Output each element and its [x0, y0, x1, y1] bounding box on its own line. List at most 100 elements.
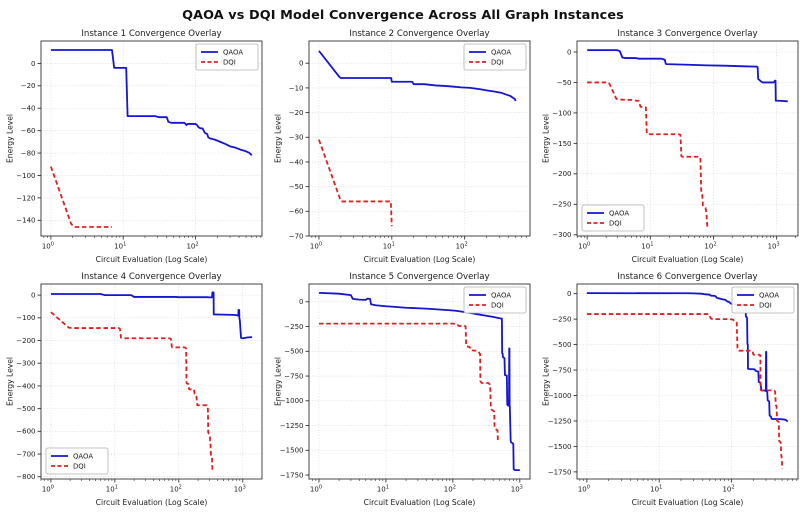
svg-text:−600: −600	[16, 428, 35, 436]
svg-text:−750: −750	[284, 372, 303, 380]
instance-5-subplot: 0 −250 −500 −750 −1000 −1250 −1500 −1750 100 101 1…	[272, 270, 534, 511]
svg-text:Instance 1 Convergence Overlay: Instance 1 Convergence Overlay	[81, 29, 221, 39]
instance-6-subplot: 0 −250 −500 −750 −1000 −1250 −1500 −1750 100 101 1…	[540, 270, 802, 511]
svg-text:−30: −30	[289, 134, 304, 142]
svg-text:DQI: DQI	[759, 301, 772, 309]
svg-text:−100: −100	[16, 314, 35, 322]
instance-5-plot: 0 −250 −500 −750 −1000 −1250 −1500 −1750 100 101 1…	[272, 270, 534, 511]
svg-text:−200: −200	[16, 337, 35, 345]
svg-text:102: 102	[722, 485, 734, 494]
svg-text:−300: −300	[16, 360, 35, 368]
svg-text:Energy Level: Energy Level	[542, 357, 551, 406]
svg-text:Instance 6 Convergence Overlay: Instance 6 Convergence Overlay	[617, 272, 757, 282]
svg-text:−500: −500	[284, 348, 303, 356]
svg-text:DQI: DQI	[73, 462, 86, 470]
svg-text:−140: −140	[16, 217, 35, 225]
instance-6-plot: 0 −250 −500 −750 −1000 −1250 −1500 −1750 100 101 1…	[540, 270, 802, 511]
svg-text:QAOA: QAOA	[609, 209, 629, 217]
svg-text:0: 0	[567, 290, 571, 298]
svg-text:102: 102	[170, 485, 182, 494]
svg-text:Instance 4 Convergence Overlay: Instance 4 Convergence Overlay	[81, 272, 221, 282]
svg-text:QAOA: QAOA	[759, 291, 779, 299]
instance-2-plot: 0 −10 −20 −30 −40 −50 −60 −70 100 101 102 Instance …	[272, 27, 534, 268]
svg-text:−100: −100	[552, 109, 571, 117]
svg-text:−250: −250	[552, 316, 571, 324]
svg-text:−800: −800	[16, 473, 35, 481]
svg-text:0: 0	[567, 48, 571, 56]
svg-text:103: 103	[234, 485, 246, 494]
svg-text:−50: −50	[557, 79, 572, 87]
svg-text:−120: −120	[16, 194, 35, 202]
svg-text:−50: −50	[289, 183, 304, 191]
figure-title: QAOA vs DQI Model Convergence Across All…	[182, 8, 624, 23]
svg-text:Instance 2 Convergence Overlay: Instance 2 Convergence Overlay	[349, 29, 489, 39]
svg-text:101: 101	[650, 485, 662, 494]
svg-text:−80: −80	[21, 149, 36, 157]
svg-text:−1500: −1500	[548, 443, 572, 451]
svg-text:QAOA: QAOA	[223, 48, 243, 56]
svg-text:−40: −40	[21, 105, 36, 113]
svg-text:103: 103	[511, 485, 523, 494]
instance-3-plot: 0 −50 −100 −150 −200 −250 −300 100 101 102 103 Inst…	[540, 27, 802, 268]
svg-text:100: 100	[310, 242, 322, 251]
svg-text:−70: −70	[289, 232, 304, 240]
svg-text:−1750: −1750	[548, 468, 572, 476]
svg-text:−1250: −1250	[280, 422, 304, 430]
svg-text:−700: −700	[16, 450, 35, 458]
svg-text:102: 102	[186, 242, 198, 251]
svg-text:−200: −200	[552, 170, 571, 178]
svg-text:Circuit Evaluation (Log Scale): Circuit Evaluation (Log Scale)	[632, 255, 744, 264]
svg-text:−40: −40	[289, 158, 304, 166]
svg-text:100: 100	[578, 242, 590, 251]
svg-text:QAOA: QAOA	[491, 291, 511, 299]
svg-text:−750: −750	[552, 366, 571, 374]
instance-3-subplot: 0 −50 −100 −150 −200 −250 −300 100 101 102 103 Inst…	[540, 27, 802, 268]
svg-text:−1000: −1000	[280, 397, 304, 405]
svg-text:Circuit Evaluation (Log Scale): Circuit Evaluation (Log Scale)	[364, 255, 476, 264]
svg-text:100: 100	[42, 242, 54, 251]
svg-text:102: 102	[444, 485, 456, 494]
svg-text:Circuit Evaluation (Log Scale): Circuit Evaluation (Log Scale)	[96, 498, 208, 507]
svg-text:Energy Level: Energy Level	[274, 357, 283, 406]
svg-text:−10: −10	[289, 84, 304, 92]
instance-1-subplot: 0 −20 −40 −60 −80 −100 −120 −140 100 101 102 Instan…	[4, 27, 266, 268]
svg-text:−400: −400	[16, 382, 35, 390]
svg-text:−500: −500	[552, 341, 571, 349]
svg-text:Instance 5 Convergence Overlay: Instance 5 Convergence Overlay	[349, 272, 489, 282]
svg-text:100: 100	[578, 485, 590, 494]
svg-text:QAOA: QAOA	[491, 48, 511, 56]
svg-text:−1000: −1000	[548, 392, 572, 400]
svg-text:0: 0	[299, 298, 303, 306]
svg-text:Instance 3 Convergence Overlay: Instance 3 Convergence Overlay	[617, 29, 757, 39]
svg-text:0: 0	[31, 292, 35, 300]
svg-text:−60: −60	[289, 208, 304, 216]
svg-text:Circuit Evaluation (Log Scale): Circuit Evaluation (Log Scale)	[632, 498, 744, 507]
svg-text:Energy Level: Energy Level	[542, 114, 551, 163]
svg-text:−250: −250	[552, 201, 571, 209]
svg-text:−1750: −1750	[280, 471, 304, 479]
svg-text:−250: −250	[284, 323, 303, 331]
svg-text:Energy Level: Energy Level	[6, 114, 15, 163]
svg-text:−1500: −1500	[280, 447, 304, 455]
svg-text:Energy Level: Energy Level	[274, 114, 283, 163]
svg-text:101: 101	[383, 242, 395, 251]
instance-4-plot: 0 −100 −200 −300 −400 −500 −600 −700 −800 100 101 1…	[4, 270, 266, 511]
instance-2-subplot: 0 −10 −20 −30 −40 −50 −60 −70 100 101 102 Instance …	[272, 27, 534, 268]
svg-text:102: 102	[704, 242, 716, 251]
svg-text:−300: −300	[552, 231, 571, 239]
svg-text:103: 103	[768, 242, 780, 251]
svg-text:0: 0	[299, 60, 303, 68]
svg-text:101: 101	[377, 485, 389, 494]
svg-text:−100: −100	[16, 172, 35, 180]
svg-text:Energy Level: Energy Level	[6, 357, 15, 406]
svg-text:Circuit Evaluation (Log Scale): Circuit Evaluation (Log Scale)	[96, 255, 208, 264]
instance-4-subplot: 0 −100 −200 −300 −400 −500 −600 −700 −800 100 101 1…	[4, 270, 266, 511]
svg-text:DQI: DQI	[609, 219, 622, 227]
svg-text:102: 102	[456, 242, 468, 251]
svg-text:Circuit Evaluation (Log Scale): Circuit Evaluation (Log Scale)	[364, 498, 476, 507]
svg-text:−150: −150	[552, 140, 571, 148]
svg-text:DQI: DQI	[223, 58, 236, 66]
svg-text:0: 0	[31, 60, 35, 68]
svg-text:−20: −20	[289, 109, 304, 117]
